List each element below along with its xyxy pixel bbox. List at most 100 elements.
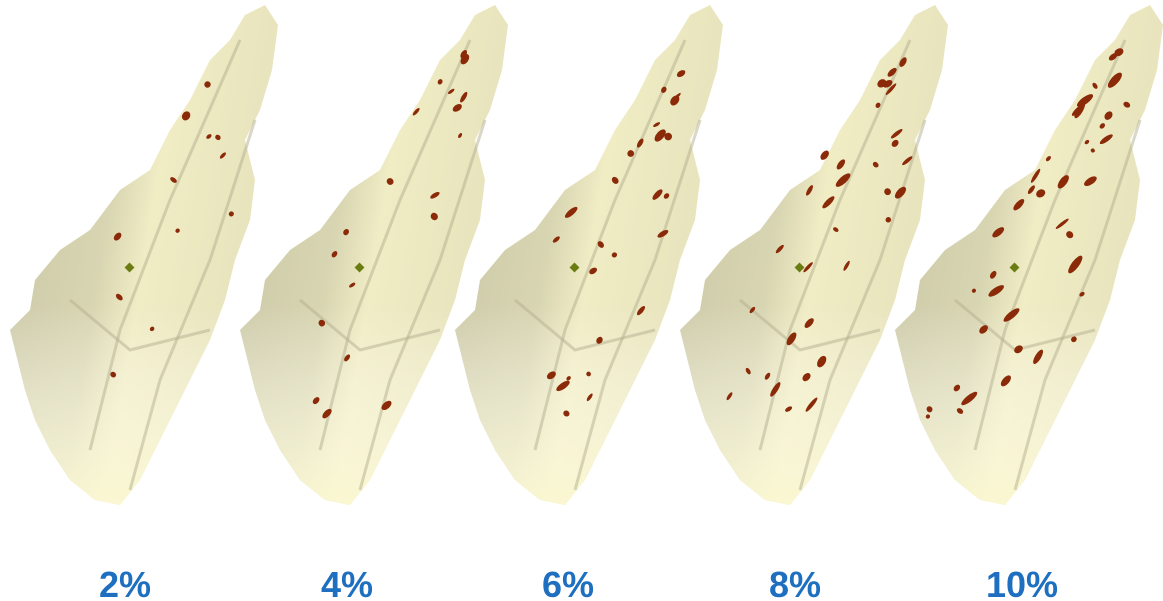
patch bbox=[1099, 123, 1106, 129]
patch bbox=[657, 229, 669, 238]
ridge bbox=[318, 39, 472, 451]
patch bbox=[1057, 175, 1069, 189]
patch bbox=[1014, 345, 1023, 354]
patch bbox=[894, 186, 907, 199]
patch bbox=[556, 380, 570, 392]
patch bbox=[215, 134, 221, 141]
patch bbox=[1068, 255, 1083, 274]
patch bbox=[228, 211, 234, 217]
patch bbox=[597, 241, 604, 248]
patch bbox=[664, 132, 672, 141]
patch bbox=[764, 372, 771, 380]
ridge bbox=[514, 298, 656, 352]
patch bbox=[1084, 176, 1097, 187]
patch bbox=[206, 134, 212, 139]
patch bbox=[1079, 291, 1085, 297]
patch bbox=[786, 332, 797, 346]
patch bbox=[887, 67, 897, 77]
ridge bbox=[1013, 119, 1142, 491]
patch bbox=[899, 57, 907, 67]
patch bbox=[204, 81, 211, 88]
patch bbox=[1104, 111, 1113, 120]
panel-label: 8% bbox=[769, 564, 821, 601]
patch bbox=[1092, 82, 1098, 89]
patch bbox=[1033, 349, 1044, 364]
watershed-map bbox=[10, 5, 278, 505]
ridge bbox=[88, 39, 242, 451]
patch bbox=[437, 79, 443, 85]
patch bbox=[430, 191, 440, 199]
patch bbox=[322, 408, 332, 419]
patch bbox=[611, 252, 618, 258]
patch bbox=[956, 408, 964, 414]
patch bbox=[175, 228, 180, 233]
patch bbox=[219, 152, 226, 159]
patch bbox=[836, 159, 846, 170]
patch bbox=[460, 54, 470, 65]
patch bbox=[775, 244, 784, 254]
patch bbox=[1045, 155, 1051, 162]
patch bbox=[1030, 168, 1041, 183]
patch bbox=[988, 285, 1004, 297]
patch bbox=[663, 193, 670, 199]
patch bbox=[804, 318, 814, 328]
patch bbox=[1123, 101, 1131, 108]
patch bbox=[971, 288, 976, 293]
patch bbox=[1071, 336, 1077, 343]
ridge bbox=[533, 39, 687, 451]
watershed-map bbox=[455, 5, 723, 505]
patch bbox=[636, 138, 644, 148]
patch bbox=[1003, 308, 1020, 322]
patch bbox=[820, 150, 829, 160]
patch bbox=[430, 212, 438, 221]
patch bbox=[636, 305, 646, 316]
panel-label: 4% bbox=[321, 564, 373, 601]
patch bbox=[1114, 48, 1124, 57]
patch bbox=[890, 128, 903, 139]
patch bbox=[589, 267, 598, 275]
patch bbox=[563, 410, 570, 417]
patch bbox=[343, 228, 349, 236]
patch bbox=[586, 393, 593, 402]
patch bbox=[611, 176, 619, 184]
patch bbox=[749, 306, 756, 314]
patch bbox=[953, 384, 961, 392]
ridge bbox=[128, 119, 257, 491]
patch bbox=[1013, 199, 1025, 211]
patch bbox=[961, 391, 978, 406]
patch bbox=[181, 111, 191, 121]
patch bbox=[652, 189, 663, 200]
patch bbox=[882, 79, 893, 88]
ridge bbox=[69, 298, 211, 352]
patch bbox=[805, 397, 818, 412]
patch bbox=[596, 336, 603, 344]
patch bbox=[447, 88, 455, 95]
patch bbox=[586, 371, 591, 377]
ridge bbox=[573, 119, 702, 491]
panel-label: 2% bbox=[99, 564, 151, 601]
panel-label: 6% bbox=[542, 564, 594, 601]
patch bbox=[1036, 189, 1046, 198]
patch bbox=[785, 406, 793, 412]
patch bbox=[885, 217, 892, 223]
patch bbox=[564, 206, 578, 218]
patch bbox=[726, 392, 733, 401]
patch bbox=[817, 355, 827, 368]
patch bbox=[833, 227, 839, 232]
patch bbox=[566, 376, 571, 381]
patch bbox=[412, 107, 420, 116]
patch bbox=[843, 260, 850, 271]
patch bbox=[349, 282, 356, 288]
patch bbox=[110, 371, 117, 378]
watershed-highlight bbox=[680, 5, 948, 505]
patch bbox=[979, 325, 988, 334]
patch bbox=[670, 95, 680, 106]
patch bbox=[115, 293, 123, 301]
patch bbox=[1055, 218, 1069, 229]
outlet-marker bbox=[794, 262, 805, 273]
patch bbox=[1066, 231, 1074, 239]
panel-label: 10% bbox=[986, 564, 1058, 601]
watershed-map bbox=[240, 5, 508, 505]
ridge bbox=[358, 119, 487, 491]
